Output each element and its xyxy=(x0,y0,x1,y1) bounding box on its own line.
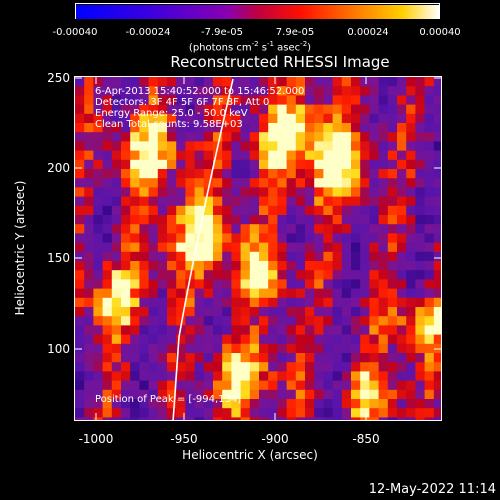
info-energy-range: Energy Range: 25.0 - 50.0 keV xyxy=(95,108,248,119)
info-detectors: Detectors: 3F 4F 5F 6F 7F 8F, Att 0 xyxy=(95,97,270,108)
y-axis-label: Heliocentric Y (arcsec) xyxy=(13,180,27,316)
colorbar-tick: -0.00040 xyxy=(52,27,98,38)
colorbar-tick: -7.9e-05 xyxy=(201,27,243,38)
y-tick-label: 250 xyxy=(47,71,70,85)
heatmap-pixels xyxy=(75,77,441,420)
info-peak-position: Position of Peak = [-994,134] xyxy=(95,394,242,405)
x-tick-label: -1000 xyxy=(78,432,114,446)
colorbar xyxy=(75,3,440,19)
x-tick-label: -900 xyxy=(261,432,289,446)
x-tick-label: -850 xyxy=(352,432,380,446)
colorbar-tick: -0.00024 xyxy=(125,27,171,38)
x-tick-label: -950 xyxy=(170,432,198,446)
colorbar-units: (photons cm-2 s-1 asec-2) xyxy=(188,40,312,54)
info-total-counts: Clean Total counts: 9.58E+03 xyxy=(95,119,243,130)
colorbar-gradient xyxy=(76,5,439,19)
x-axis-label: Heliocentric X (arcsec) xyxy=(182,448,318,462)
colorbar-tick: 0.00040 xyxy=(419,27,461,38)
colorbar-tick: 7.9e-05 xyxy=(275,27,315,38)
solar-limb-line xyxy=(172,78,234,420)
info-time-range: 6-Apr-2013 15:40:52.000 to 15:46:52.000 xyxy=(95,86,305,97)
colorbar-tick: 0.00024 xyxy=(347,27,389,38)
y-tick-label: 100 xyxy=(47,342,70,356)
y-tick-label: 150 xyxy=(47,251,70,265)
timestamp: 12-May-2022 11:14 xyxy=(368,482,496,497)
y-tick-label: 200 xyxy=(47,161,70,175)
rhessi-image: 6-Apr-2013 15:40:52.000 to 15:46:52.000 … xyxy=(74,76,442,421)
plot-title: Reconstructed RHESSI Image xyxy=(170,53,390,71)
